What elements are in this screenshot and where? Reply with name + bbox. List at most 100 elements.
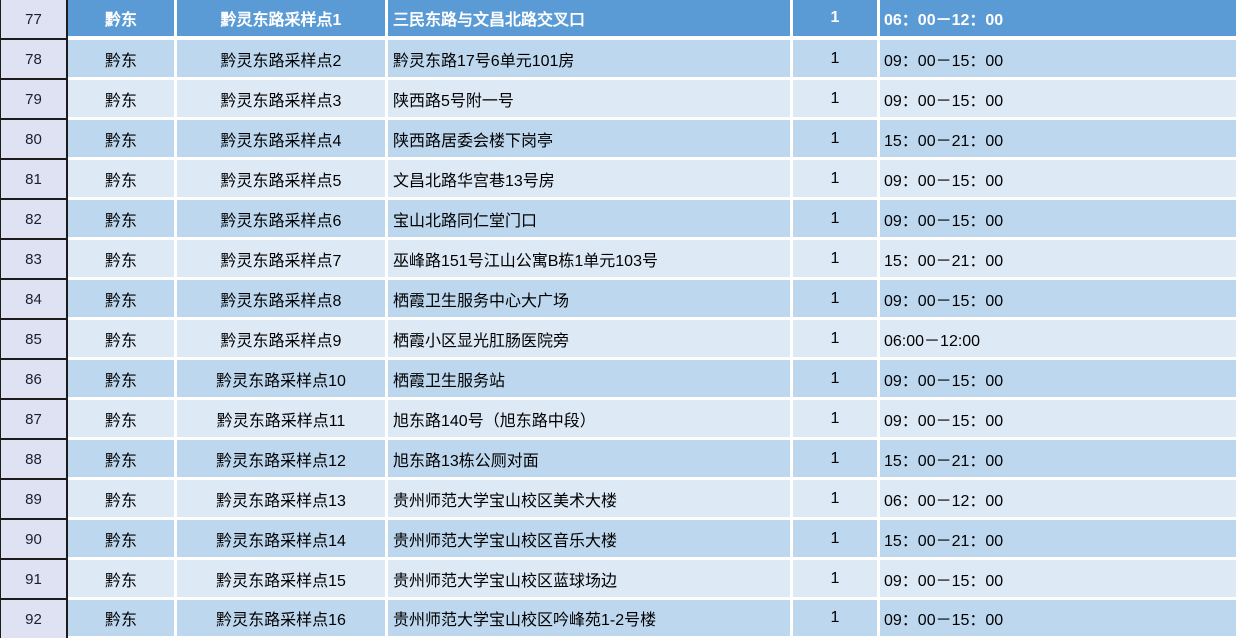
region-cell[interactable]: 黔东 [68, 360, 177, 400]
region-cell[interactable]: 黔东 [68, 40, 177, 80]
region-cell[interactable]: 黔东 [68, 160, 177, 200]
time-cell[interactable]: 09：00－15：00 [880, 80, 1236, 120]
address-cell[interactable]: 陕西路居委会楼下岗亭 [388, 120, 793, 160]
count-cell[interactable]: 1 [793, 120, 880, 160]
row-number-cell[interactable]: 83 [0, 240, 68, 280]
address-cell[interactable]: 黔灵东路17号6单元101房 [388, 40, 793, 80]
site-name-cell[interactable]: 黔灵东路采样点10 [177, 360, 388, 400]
row-number-cell[interactable]: 90 [0, 520, 68, 560]
site-name-cell[interactable]: 黔灵东路采样点12 [177, 440, 388, 480]
time-cell[interactable]: 09：00－15：00 [880, 200, 1236, 240]
time-cell[interactable]: 15：00－21：00 [880, 120, 1236, 160]
region-cell[interactable]: 黔东 [68, 80, 177, 120]
count-cell[interactable]: 1 [793, 600, 880, 638]
row-number-cell[interactable]: 85 [0, 320, 68, 360]
site-name-cell[interactable]: 黔灵东路采样点7 [177, 240, 388, 280]
site-name-cell[interactable]: 黔灵东路采样点9 [177, 320, 388, 360]
site-name-cell[interactable]: 黔灵东路采样点13 [177, 480, 388, 520]
region-cell[interactable]: 黔东 [68, 120, 177, 160]
table-row: 85 黔东 黔灵东路采样点9 栖霞小区显光肛肠医院旁 1 06:00－12:00 [0, 320, 1236, 360]
time-cell[interactable]: 09：00－15：00 [880, 360, 1236, 400]
address-cell[interactable]: 巫峰路151号江山公寓B栋1单元103号 [388, 240, 793, 280]
time-cell[interactable]: 09：00－15：00 [880, 600, 1236, 638]
address-cell[interactable]: 贵州师范大学宝山校区吟峰苑1-2号楼 [388, 600, 793, 638]
address-cell[interactable]: 宝山北路同仁堂门口 [388, 200, 793, 240]
address-cell[interactable]: 旭东路13栋公厕对面 [388, 440, 793, 480]
region-cell[interactable]: 黔东 [68, 560, 177, 600]
row-number-cell[interactable]: 88 [0, 440, 68, 480]
site-name-cell[interactable]: 黔灵东路采样点14 [177, 520, 388, 560]
address-cell[interactable]: 栖霞卫生服务中心大广场 [388, 280, 793, 320]
region-cell[interactable]: 黔东 [68, 400, 177, 440]
site-name-cell[interactable]: 黔灵东路采样点2 [177, 40, 388, 80]
time-cell[interactable]: 09：00－15：00 [880, 560, 1236, 600]
count-cell[interactable]: 1 [793, 400, 880, 440]
time-cell[interactable]: 09：00－15：00 [880, 280, 1236, 320]
address-cell[interactable]: 旭东路140号（旭东路中段） [388, 400, 793, 440]
time-cell[interactable]: 15：00－21：00 [880, 240, 1236, 280]
site-name-cell[interactable]: 黔灵东路采样点4 [177, 120, 388, 160]
address-cell[interactable]: 陕西路5号附一号 [388, 80, 793, 120]
time-cell[interactable]: 06：00－12：00 [880, 480, 1236, 520]
site-name-cell[interactable]: 黔灵东路采样点8 [177, 280, 388, 320]
count-cell[interactable]: 1 [793, 320, 880, 360]
region-cell[interactable]: 黔东 [68, 480, 177, 520]
time-cell[interactable]: 15：00－21：00 [880, 440, 1236, 480]
region-cell[interactable]: 黔东 [68, 240, 177, 280]
row-number-cell[interactable]: 78 [0, 40, 68, 80]
row-number-cell[interactable]: 81 [0, 160, 68, 200]
count-cell[interactable]: 1 [793, 40, 880, 80]
row-number-cell[interactable]: 79 [0, 80, 68, 120]
region-cell[interactable]: 黔东 [68, 440, 177, 480]
region-cell[interactable]: 黔东 [68, 280, 177, 320]
region-cell[interactable]: 黔东 [68, 320, 177, 360]
time-cell[interactable]: 06:00－12:00 [880, 320, 1236, 360]
row-number-cell[interactable]: 89 [0, 480, 68, 520]
row-number-cell[interactable]: 80 [0, 120, 68, 160]
count-cell[interactable]: 1 [793, 440, 880, 480]
time-cell[interactable]: 09：00－15：00 [880, 160, 1236, 200]
address-cell[interactable]: 贵州师范大学宝山校区美术大楼 [388, 480, 793, 520]
row-number-cell[interactable]: 77 [0, 0, 68, 40]
time-cell[interactable]: 15：00－21：00 [880, 520, 1236, 560]
row-number-cell[interactable]: 92 [0, 600, 68, 638]
site-name-cell[interactable]: 黔灵东路采样点6 [177, 200, 388, 240]
count-cell[interactable]: 1 [793, 160, 880, 200]
address-cell[interactable]: 栖霞卫生服务站 [388, 360, 793, 400]
region-cell[interactable]: 黔东 [68, 0, 177, 40]
region-cell[interactable]: 黔东 [68, 520, 177, 560]
time-cell[interactable]: 09：00－15：00 [880, 40, 1236, 80]
region-cell[interactable]: 黔东 [68, 200, 177, 240]
address-cell[interactable]: 贵州师范大学宝山校区音乐大楼 [388, 520, 793, 560]
address-cell[interactable]: 文昌北路华宫巷13号房 [388, 160, 793, 200]
count-cell[interactable]: 1 [793, 480, 880, 520]
table-row: 78 黔东 黔灵东路采样点2 黔灵东路17号6单元101房 1 09：00－15… [0, 40, 1236, 80]
count-cell[interactable]: 1 [793, 240, 880, 280]
count-cell[interactable]: 1 [793, 520, 880, 560]
count-cell[interactable]: 1 [793, 360, 880, 400]
site-name-cell[interactable]: 黔灵东路采样点15 [177, 560, 388, 600]
site-name-cell[interactable]: 黔灵东路采样点5 [177, 160, 388, 200]
site-name-cell[interactable]: 黔灵东路采样点11 [177, 400, 388, 440]
count-cell[interactable]: 1 [793, 0, 880, 40]
time-cell[interactable]: 06：00－12：00 [880, 0, 1236, 40]
time-cell[interactable]: 09：00－15：00 [880, 400, 1236, 440]
site-name-cell[interactable]: 黔灵东路采样点16 [177, 600, 388, 638]
count-cell[interactable]: 1 [793, 80, 880, 120]
row-number-cell[interactable]: 84 [0, 280, 68, 320]
count-cell[interactable]: 1 [793, 200, 880, 240]
site-name-cell[interactable]: 黔灵东路采样点1 [177, 0, 388, 40]
count-cell[interactable]: 1 [793, 560, 880, 600]
row-number-cell[interactable]: 86 [0, 360, 68, 400]
table-row: 89 黔东 黔灵东路采样点13 贵州师范大学宝山校区美术大楼 1 06：00－1… [0, 480, 1236, 520]
site-name-cell[interactable]: 黔灵东路采样点3 [177, 80, 388, 120]
row-number-cell[interactable]: 87 [0, 400, 68, 440]
count-cell[interactable]: 1 [793, 280, 880, 320]
address-cell[interactable]: 栖霞小区显光肛肠医院旁 [388, 320, 793, 360]
row-number-cell[interactable]: 82 [0, 200, 68, 240]
address-cell[interactable]: 贵州师范大学宝山校区蓝球场边 [388, 560, 793, 600]
row-number-cell[interactable]: 91 [0, 560, 68, 600]
region-cell[interactable]: 黔东 [68, 600, 177, 638]
address-cell[interactable]: 三民东路与文昌北路交叉口 [388, 0, 793, 40]
